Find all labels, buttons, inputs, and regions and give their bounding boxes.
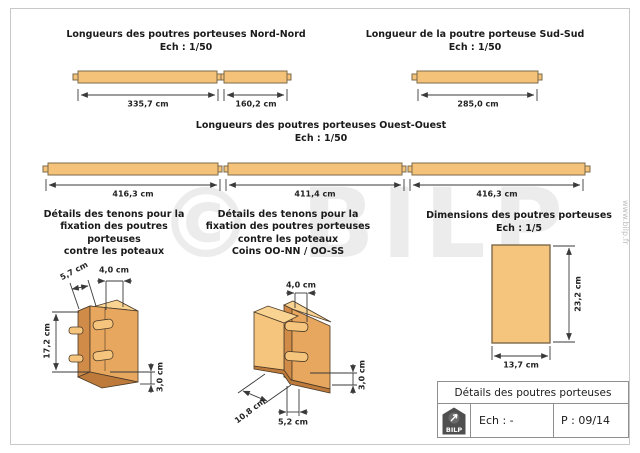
bilp-logo-text: BILP [446, 426, 463, 434]
ouest-dim3-label: 416,3 cm [476, 189, 518, 199]
bilp-logo: BILP [438, 404, 471, 437]
nord-dimensions [77, 89, 288, 101]
tenon-mid-title-line3: contre les poteaux [237, 233, 339, 245]
tenon-left-title-line3: contre les poteaux [63, 246, 165, 258]
tenon-mid-dimension-lines [237, 290, 357, 416]
tenon-mid-top-dim-label: 4,0 cm [285, 280, 317, 290]
ouest-dimensions [45, 179, 584, 191]
title-block-row: BILP Ech : - P : 09/14 [438, 404, 628, 437]
tenon-left-3d-drawing [68, 299, 139, 389]
nord-beams-drawing [72, 70, 292, 84]
tenon-mid-title-line1: Détails des tenons pour la [217, 209, 359, 220]
nord-section-title: Longueurs des poutres porteuses Nord-Nor… [66, 29, 306, 40]
sud-section-title: Longueur de la poutre porteuse Sud-Sud [365, 29, 585, 40]
cross-scale-label: Ech : 1/5 [496, 223, 542, 234]
title-block: Détails des poutres porteuses BILP Ech :… [437, 381, 629, 438]
beam-cross-section-drawing [491, 244, 551, 344]
tenon-mid-title-line2: fixation des poutres porteuses [205, 221, 371, 233]
title-block-page-number: P : 09/14 [561, 414, 611, 427]
sud-dim1-label: 285,0 cm [457, 99, 499, 109]
ouest-dim1-label: 416,3 cm [112, 189, 154, 199]
tenon-mid-3d-drawing [252, 300, 332, 394]
cross-section-title: Dimensions des poutres porteuses [426, 210, 612, 221]
page-border [10, 8, 630, 445]
tenon-left-height-dim-label: 17,2 cm [42, 323, 52, 359]
nord-scale-label: Ech : 1/50 [159, 42, 213, 53]
tenon-left-dimension-lines [52, 278, 155, 393]
nord-dim2-label: 160,2 cm [235, 99, 277, 109]
cross-height-dim-label: 23,2 cm [573, 276, 583, 312]
ouest-scale-label: Ech : 1/50 [294, 133, 348, 144]
title-block-title: Détails des poutres porteuses [438, 382, 628, 404]
ouest-beams-drawing [42, 162, 591, 176]
title-block-scale: Ech : - [471, 404, 554, 437]
tenon-mid-title-line4: Coins OO-NN / OO-SS [231, 246, 345, 258]
ouest-section-title: Longueurs des poutres porteuses Ouest-Ou… [195, 120, 447, 131]
tenon-left-section-title: Détails des tenons pour la fixation des … [34, 209, 194, 259]
tenon-left-title-line1: Détails des tenons pour la [43, 209, 185, 220]
tenon-left-top-dim-label: 4,0 cm [98, 265, 130, 275]
nord-dim1-label: 335,7 cm [127, 99, 169, 109]
tenon-mid-section-title: Détails des tenons pour la fixation des … [202, 209, 374, 259]
ouest-dim2-label: 411,4 cm [294, 189, 336, 199]
cross-width-dim-label: 13,7 cm [503, 360, 539, 370]
tenon-left-bottom-dim-label: 3,0 cm [155, 361, 165, 393]
sud-beam-drawing [411, 70, 543, 84]
tenon-mid-right-dim-label: 3,0 cm [357, 359, 367, 391]
sud-dimensions [417, 89, 538, 101]
sud-scale-label: Ech : 1/50 [448, 42, 502, 53]
tenon-left-title-line2: fixation des poutres porteuses [60, 221, 168, 245]
bilp-logo-icon: BILP [442, 407, 466, 434]
cross-section-dimension-lines [491, 245, 575, 360]
tenon-mid-bottom-dim-label: 5,2 cm [277, 417, 309, 427]
